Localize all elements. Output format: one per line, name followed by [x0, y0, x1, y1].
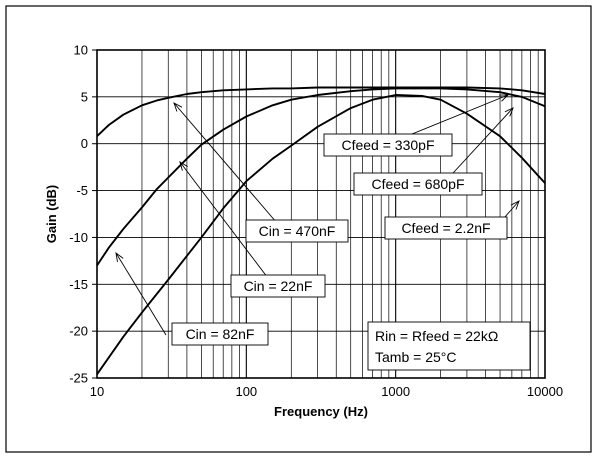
- conditions-line-2: Tamb = 25°C: [375, 349, 456, 365]
- x-tick-label: 1000: [381, 384, 410, 399]
- annotation-arrowhead: [498, 94, 510, 102]
- x-tick-label: 100: [235, 384, 257, 399]
- annotation-box: [384, 216, 508, 240]
- gain-curve-3: [96, 94, 546, 375]
- annotation-box: [323, 133, 453, 157]
- y-tick-label: -25: [69, 371, 88, 386]
- x-axis-label: Frequency (Hz): [274, 404, 368, 419]
- conditions-box: [367, 321, 531, 371]
- y-tick-label: -15: [69, 277, 88, 292]
- annotation-box: [245, 219, 349, 243]
- annotation-arrowhead: [504, 107, 514, 117]
- annotation-arrow-line: [179, 161, 275, 287]
- annotation-label: Cin = 82nF: [186, 326, 255, 342]
- plot-border: [96, 49, 546, 379]
- gain-curve-2: [96, 87, 546, 267]
- annotation-label: Cfeed = 2.2nF: [401, 220, 490, 236]
- y-tick-label: -10: [69, 230, 88, 245]
- figure-border: [5, 5, 592, 453]
- y-tick-label: -20: [69, 324, 88, 339]
- y-axis-label: Gain (dB): [44, 185, 59, 244]
- annotation-arrow-line: [441, 107, 514, 186]
- annotation-labels: Cfeed = 330pF Cfeed = 680pF Cfeed = 2.2nF C…: [171, 133, 531, 371]
- y-tick-label: 5: [81, 89, 88, 104]
- axis-ticks: 10 100 1000 10000 10 5 0 -5 -10 -15 -20 -25: [69, 43, 563, 400]
- annotation-arrowhead: [173, 102, 183, 112]
- annotation-arrowhead: [115, 251, 124, 262]
- annotation-box: [353, 172, 483, 196]
- annotation-arrowhead: [510, 200, 520, 210]
- annotation-label: Cfeed = 330pF: [341, 137, 434, 153]
- y-tick-label: -5: [76, 183, 88, 198]
- x-tick-label: 10: [90, 384, 104, 399]
- annotation-box: [230, 274, 326, 298]
- gain-curve-1: [96, 86, 546, 137]
- annotation-label: Cin = 470nF: [259, 223, 336, 239]
- annotation-arrow-line: [173, 102, 284, 231]
- annotation-box: [171, 322, 269, 346]
- y-tick-label: 10: [74, 43, 88, 58]
- annotation-label: Cin = 22nF: [244, 278, 313, 294]
- annotation-arrow-line: [115, 252, 167, 336]
- annotation-label: Cfeed = 680pF: [371, 176, 464, 192]
- x-tick-label: 10000: [527, 384, 563, 399]
- conditions-line-1: Rin = Rfeed = 22kΩ: [375, 328, 498, 344]
- y-tick-label: 0: [81, 136, 88, 151]
- annotation-arrowhead: [179, 161, 188, 171]
- curves: [96, 86, 546, 375]
